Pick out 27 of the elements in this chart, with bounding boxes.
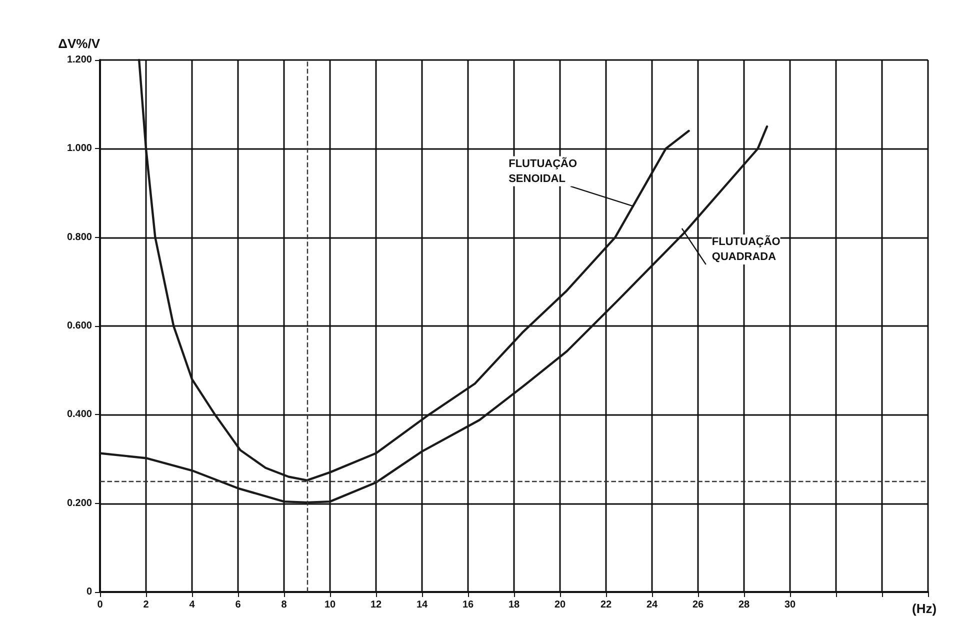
x-tick-label: 12 xyxy=(370,600,382,610)
y-tick-label: 0 xyxy=(86,586,92,598)
x-tick-label: 20 xyxy=(554,600,566,610)
x-tick-label: 2 xyxy=(143,600,150,610)
x-tick-label: 0 xyxy=(97,600,104,610)
x-tick-label: 16 xyxy=(462,600,474,610)
annotation: FLUTUAÇÃO QUADRADA xyxy=(712,234,781,263)
annotation: FLUTUAÇÃO SENOIDAL xyxy=(508,156,578,185)
y-tick-label: 0.200 xyxy=(66,498,92,509)
x-tick-label: 14 xyxy=(416,600,428,610)
x-tick-label: 28 xyxy=(738,600,750,610)
y-tick-label: 1.000 xyxy=(66,143,92,154)
x-tick-label: 26 xyxy=(692,600,704,610)
x-axis-title: (Hz) xyxy=(912,601,937,616)
y-axis-title: ΔV%/V xyxy=(58,36,100,51)
y-tick-label: 0.800 xyxy=(66,232,92,243)
y-tick-label: 1.200 xyxy=(66,54,92,66)
y-tick-label: 0.400 xyxy=(66,409,92,420)
x-tick-label: 24 xyxy=(646,600,658,610)
x-tick-label: 18 xyxy=(508,600,520,610)
y-tick-label: 0.600 xyxy=(66,320,92,332)
x-tick-label: 30 xyxy=(784,600,796,610)
x-tick-label: 8 xyxy=(281,600,288,610)
x-tick-label: 22 xyxy=(600,600,612,610)
x-tick-label: 10 xyxy=(324,600,336,610)
x-tick-label: 4 xyxy=(189,600,196,610)
x-tick-label: 6 xyxy=(235,600,242,610)
